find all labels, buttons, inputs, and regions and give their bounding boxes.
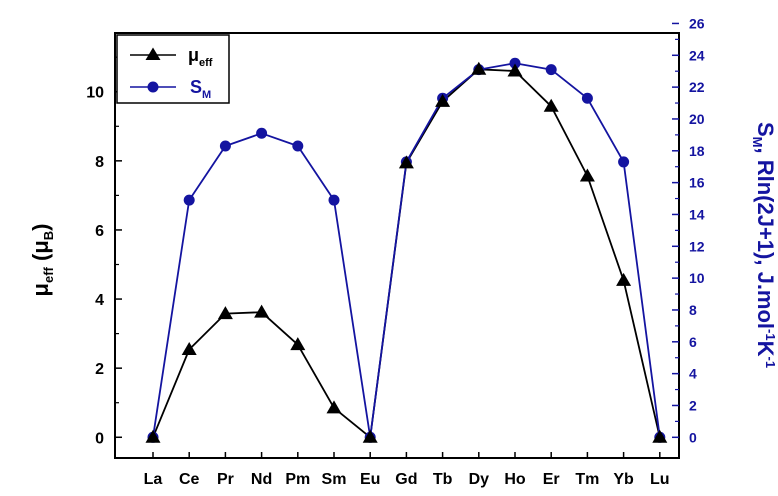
y-right-tick-label: 2 — [689, 397, 697, 413]
y-right-tick-label: 14 — [689, 206, 705, 222]
x-tick-label: Dy — [469, 471, 490, 488]
data-point-sm — [256, 127, 268, 139]
data-point-mueff — [579, 168, 595, 182]
y-left-tick-label: 0 — [95, 430, 104, 447]
data-point-sm — [328, 194, 340, 206]
y-left-tick-label: 2 — [95, 361, 104, 378]
x-tick-label: Yb — [613, 471, 634, 488]
x-tick-label: Tm — [575, 471, 599, 488]
x-tick-label: Lu — [650, 471, 670, 488]
data-point-sm — [581, 92, 593, 104]
y-left-tick-label: 6 — [95, 223, 104, 240]
x-tick-label: Pm — [285, 471, 310, 488]
x-tick-label: Nd — [251, 471, 272, 488]
legend-marker-sm — [147, 81, 159, 93]
data-point-mueff — [254, 304, 270, 318]
data-point-mueff — [435, 93, 451, 107]
data-point-sm — [183, 194, 195, 206]
x-tick-label: Sm — [322, 471, 347, 488]
data-point-mueff — [652, 429, 668, 443]
y-right-tick-label: 18 — [689, 143, 705, 159]
y-right-tick-label: 4 — [689, 366, 697, 382]
x-tick-label: Ce — [179, 471, 200, 488]
y-right-tick-label: 0 — [689, 429, 697, 445]
legend-marker-mueff — [145, 47, 161, 60]
data-point-mueff — [145, 429, 161, 443]
series-line-1 — [152, 62, 661, 439]
y-right-tick-label: 10 — [689, 270, 705, 286]
x-tick-label: Eu — [360, 471, 380, 488]
data-point-mueff — [543, 98, 559, 112]
plot-frame — [114, 32, 680, 459]
data-point-mueff — [616, 272, 632, 286]
data-point-sm — [219, 140, 231, 152]
legend-label-mueff: μeff — [188, 45, 213, 69]
y-right-tick-label: 12 — [689, 238, 705, 254]
x-tick-label: Tb — [433, 471, 453, 488]
y-right-tick-label: 8 — [689, 302, 697, 318]
y-right-tick-label: 16 — [689, 175, 705, 191]
y-right-tick-label: 26 — [689, 15, 705, 31]
y-left-tick-label: 8 — [95, 154, 104, 171]
data-point-mueff — [507, 63, 523, 77]
data-point-mueff — [181, 342, 197, 356]
y-axis-right-title: SM, Rln(2J+1), J.mol-1K-1 — [750, 122, 778, 368]
data-point-sm — [618, 156, 630, 168]
series-layer — [145, 57, 668, 443]
data-point-sm — [545, 64, 557, 76]
legend-label-sm: SM — [190, 77, 211, 101]
x-tick-label: Er — [543, 471, 560, 488]
data-point-mueff — [471, 61, 487, 75]
series-line-0 — [152, 68, 661, 439]
y-right-tick-label: 20 — [689, 111, 705, 127]
data-point-mueff — [326, 400, 342, 414]
y-right-tick-label: 6 — [689, 334, 697, 350]
x-tick-label: La — [144, 471, 163, 488]
data-point-mueff — [398, 155, 414, 169]
y-right-tick-label: 24 — [689, 47, 705, 63]
y-left-tick-label: 10 — [86, 85, 104, 102]
data-point-sm — [292, 140, 304, 152]
data-point-sm — [509, 57, 521, 69]
x-tick-label: Pr — [217, 471, 234, 488]
data-point-mueff — [290, 337, 306, 351]
data-point-mueff — [217, 306, 233, 320]
legend-box — [116, 34, 230, 104]
legend: μeff SM — [116, 34, 230, 104]
y-left-tick-label: 4 — [95, 292, 104, 309]
x-tick-label: Ho — [504, 471, 526, 488]
axes-layer: La Ce Pr Nd Pm Sm Eu Gd Tb Dy Ho Er Tm Yb Lu0246810024… — [86, 15, 705, 488]
y-right-tick-label: 22 — [689, 79, 705, 95]
data-point-mueff — [362, 429, 378, 443]
y-axis-left-title: μeff (μB) — [28, 224, 56, 297]
x-tick-label: Gd — [395, 471, 417, 488]
